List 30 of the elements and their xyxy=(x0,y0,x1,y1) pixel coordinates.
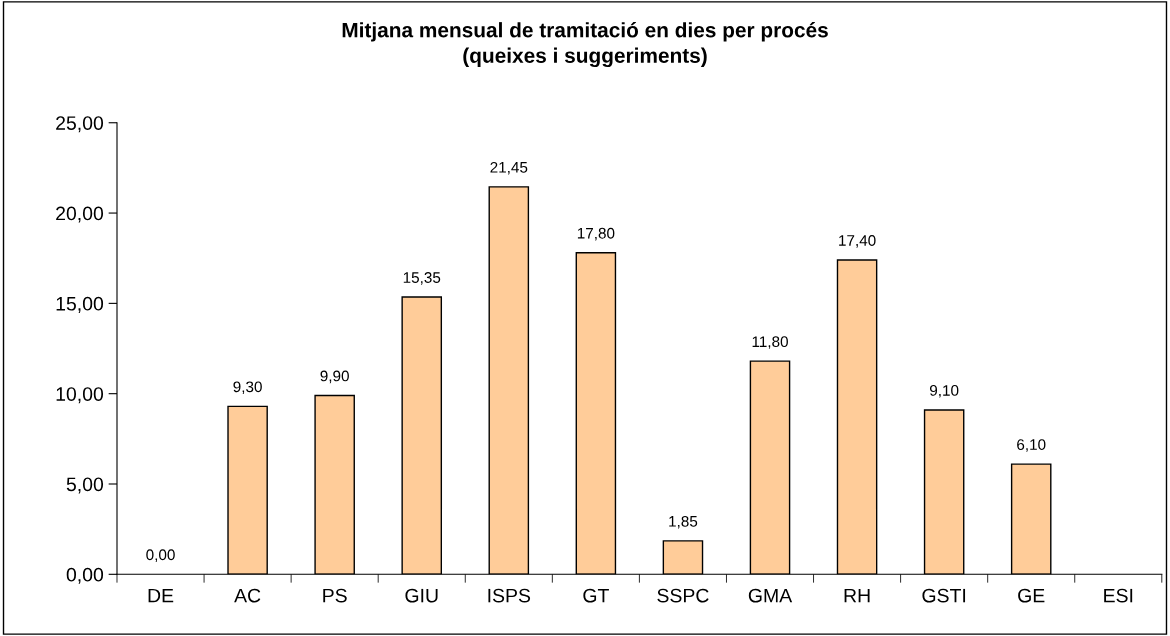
y-tick-label: 25,00 xyxy=(56,116,104,133)
data-label: 9,10 xyxy=(929,384,959,398)
data-label: 15,35 xyxy=(403,272,441,285)
x-tick-label: GSTI xyxy=(922,588,966,603)
data-label: 1,85 xyxy=(669,515,698,529)
data-label: 9,30 xyxy=(233,381,262,394)
data-label: 21,45 xyxy=(490,161,528,175)
x-tick-label: GMA xyxy=(748,588,793,603)
x-tick-label: RH xyxy=(844,588,870,603)
x-tick-label: ISPS xyxy=(488,588,531,603)
x-tick-label: DE xyxy=(148,588,174,603)
x-tick-label: PS xyxy=(323,588,347,603)
data-label: 6,10 xyxy=(1017,439,1046,452)
data-label: 11,80 xyxy=(752,336,788,349)
x-tick-label: AC xyxy=(234,588,261,603)
data-label: 17,40 xyxy=(839,235,876,248)
x-tick-label: GIU xyxy=(405,588,438,603)
x-tick-label: GT xyxy=(583,588,609,603)
x-tick-label: ESI xyxy=(1104,588,1133,603)
x-tick-label: SSPC xyxy=(657,588,709,603)
y-tick-label: 20,00 xyxy=(56,206,104,223)
chart-title: Mitjana mensual de tramitació en dies per procés (queixes i suggeriments) xyxy=(342,21,828,68)
y-tick-label: 10,00 xyxy=(56,387,104,404)
x-tick-label: GE xyxy=(1018,588,1045,603)
data-label: 9,90 xyxy=(320,370,349,384)
y-tick-label: 15,00 xyxy=(56,296,104,313)
y-tick-label: 5,00 xyxy=(66,477,104,494)
data-label: 17,80 xyxy=(577,227,615,241)
y-tick-label: 0,00 xyxy=(66,567,104,584)
data-label: 0,00 xyxy=(146,549,175,562)
